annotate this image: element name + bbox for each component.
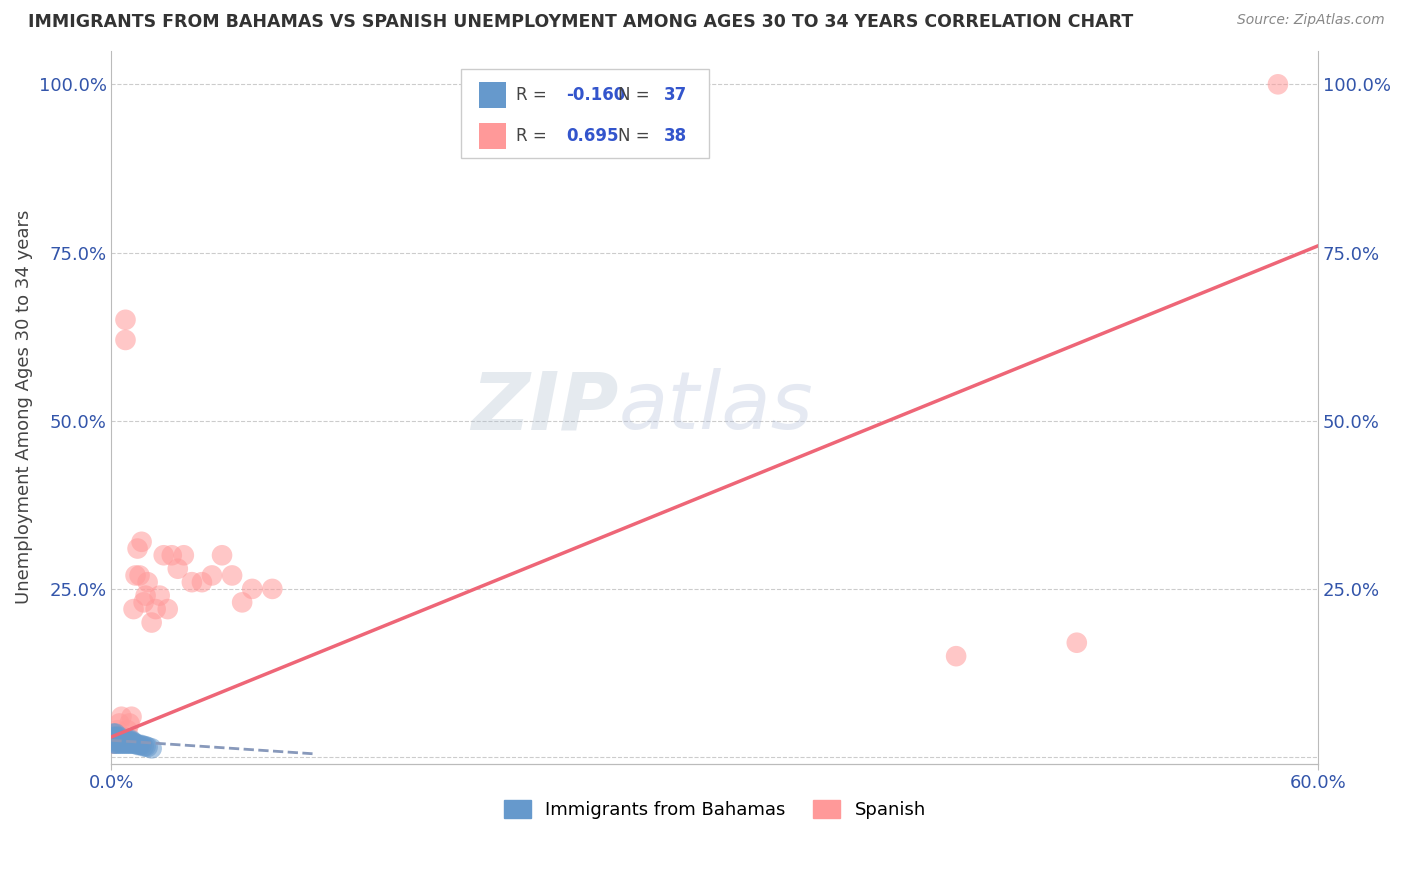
Point [166,562,188,576]
Point [136,739,159,754]
Y-axis label: Unemployment Among Ages 30 to 34 years: Unemployment Among Ages 30 to 34 years [15,210,32,605]
Point [945,649,967,664]
Point [141,741,163,756]
Point [145,602,167,616]
Point [124,568,146,582]
Text: N =: N = [619,86,655,104]
Text: 37: 37 [664,86,688,104]
Point [231,595,253,609]
Point [152,548,174,562]
FancyBboxPatch shape [479,123,506,149]
Point [103,737,125,751]
Text: 38: 38 [664,127,688,145]
Text: atlas: atlas [619,368,813,446]
Point [122,737,145,751]
Point [108,737,131,751]
Point [136,575,159,590]
Point [110,733,132,747]
Point [112,730,135,744]
Point [118,733,141,747]
Point [211,548,233,562]
Point [114,737,136,751]
Point [135,739,157,754]
Text: R =: R = [516,86,551,104]
Point [149,589,172,603]
Point [122,735,145,749]
Point [118,737,141,751]
Point [122,602,145,616]
Point [191,575,214,590]
Point [103,737,125,751]
Point [117,723,139,738]
Point [135,589,157,603]
Text: Source: ZipAtlas.com: Source: ZipAtlas.com [1237,13,1385,28]
Point [114,733,136,747]
Point [110,737,132,751]
Point [114,313,136,327]
Point [103,730,125,744]
Point [117,733,139,747]
Point [104,733,127,747]
Text: IMMIGRANTS FROM BAHAMAS VS SPANISH UNEMPLOYMENT AMONG AGES 30 TO 34 YEARS CORREL: IMMIGRANTS FROM BAHAMAS VS SPANISH UNEMP… [28,13,1133,31]
Point [121,710,143,724]
Point [1066,636,1088,650]
Legend: Immigrants from Bahamas, Spanish: Immigrants from Bahamas, Spanish [496,792,934,826]
Point [117,737,139,751]
Point [112,733,135,747]
Point [108,733,131,747]
Point [104,730,127,744]
Point [108,730,131,744]
Point [121,733,143,747]
Point [160,548,183,562]
Point [124,737,146,751]
Point [240,582,263,596]
Point [127,541,149,556]
Point [173,548,195,562]
Point [141,615,163,630]
Point [104,726,127,740]
Point [131,534,153,549]
Text: R =: R = [516,127,551,145]
Point [127,738,149,752]
Point [104,730,127,744]
Point [132,595,155,609]
Point [201,568,224,582]
Point [114,333,136,347]
Point [118,716,141,731]
FancyBboxPatch shape [461,69,709,158]
Point [110,710,132,724]
Point [128,568,150,582]
Text: ZIP: ZIP [471,368,619,446]
Point [103,733,125,747]
Point [156,602,179,616]
Point [107,730,129,744]
Point [112,737,135,751]
Point [107,723,129,738]
Text: 0.695: 0.695 [567,127,619,145]
Point [132,739,155,754]
Point [262,582,284,596]
Text: -0.160: -0.160 [567,86,626,104]
Point [104,737,127,751]
FancyBboxPatch shape [479,82,506,108]
Point [128,738,150,752]
Point [107,733,129,747]
Point [108,716,131,731]
Point [121,735,143,749]
Point [121,737,143,751]
Point [107,737,129,751]
Text: N =: N = [619,127,655,145]
Point [221,568,243,582]
Point [103,726,125,740]
Point [1267,78,1289,92]
Point [131,738,153,752]
Point [180,575,202,590]
